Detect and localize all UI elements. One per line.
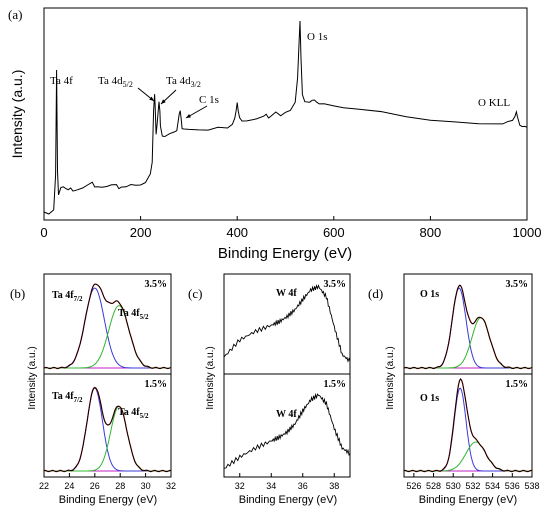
annotation-label-1: Ta 4d5/2 bbox=[98, 75, 133, 89]
x-tick-label-2: 530 bbox=[446, 481, 461, 491]
panel-b-top-peak1-label: Ta 4f7/2 bbox=[52, 290, 83, 303]
panel-d-bottom-label: 1.5% bbox=[506, 379, 529, 390]
panel-a-peak-annotations: Ta 4f Ta 4d5/2 Ta 4d3/2 C 1s O 1s O KLL bbox=[50, 31, 510, 119]
x-tick-label-1: 200 bbox=[130, 225, 152, 240]
component-2-0 bbox=[404, 317, 532, 369]
x-tick-label-4: 30 bbox=[141, 481, 151, 491]
x-tick-label-2: 26 bbox=[90, 481, 100, 491]
x-tick-label-3: 38 bbox=[329, 481, 339, 491]
annotation-arrowhead-1 bbox=[161, 99, 166, 104]
x-tick-label-3: 28 bbox=[115, 481, 125, 491]
x-tick-label-2: 400 bbox=[226, 225, 248, 240]
x-tick-label-6: 538 bbox=[524, 481, 539, 491]
panel-a-y-axis-label: Intensity (a.u.) bbox=[9, 70, 25, 159]
w4f-spectrum-1 bbox=[223, 392, 351, 469]
panel-c-bottom-label: 1.5% bbox=[324, 379, 347, 390]
measured-spectrum-1 bbox=[403, 378, 533, 473]
measured-spectrum-0 bbox=[403, 284, 533, 370]
panel-d-y-axis-label: Intensity (a.u.) bbox=[385, 346, 396, 409]
panel-c-top-label: 3.5% bbox=[324, 279, 347, 290]
panel-c: (c) 32 34 36 38 3.5% 1.5% W 4f W 4f Intensi… bbox=[188, 273, 351, 506]
annotation-label-5: O KLL bbox=[478, 97, 510, 109]
measured-spectrum-1 bbox=[43, 386, 172, 473]
panel-a: (a) 0 200 400 600 800 1000 Ta 4f Ta 4d5/2 Ta 4d… bbox=[8, 7, 541, 262]
panel-c-y-axis-label: Intensity (a.u.) bbox=[205, 346, 216, 409]
annotation-arrowhead-2 bbox=[186, 114, 191, 118]
panel-d-top-peak-label: O 1s bbox=[420, 289, 439, 300]
component-2-1 bbox=[44, 405, 171, 472]
panel-a-label: (a) bbox=[8, 7, 22, 22]
panel-c-x-axis-label: Binding Energy (eV) bbox=[239, 494, 337, 506]
panel-b-top-label: 3.5% bbox=[145, 279, 168, 290]
panel-c-label: (c) bbox=[188, 286, 202, 301]
panel-a-survey-spectrum bbox=[43, 20, 528, 215]
panel-b-bottom-peak2-label: Ta 4f5/2 bbox=[118, 407, 149, 420]
panel-b-x-axis-label: Binding Energy (eV) bbox=[59, 494, 157, 506]
x-tick-label-3: 532 bbox=[465, 481, 480, 491]
x-tick-label-5: 32 bbox=[166, 481, 176, 491]
component-1-0 bbox=[404, 287, 532, 369]
panel-b-bottom-peak1-label: Ta 4f7/2 bbox=[52, 391, 83, 404]
x-tick-label-0: 32 bbox=[235, 481, 245, 491]
x-tick-label-0: 526 bbox=[406, 481, 421, 491]
panel-c-spectra bbox=[223, 283, 351, 469]
w4f-spectrum-0 bbox=[223, 283, 351, 363]
component-2-1 bbox=[404, 441, 532, 472]
panel-b: (b) 22 24 26 28 30 32 3.5% 1.5% Ta 4f7/2 Ta 4… bbox=[10, 273, 176, 506]
annotation-label-2: Ta 4d3/2 bbox=[166, 75, 201, 89]
panel-d-top-label: 3.5% bbox=[506, 279, 529, 290]
panel-c-x-ticks: 32 34 36 38 bbox=[235, 473, 339, 491]
panel-c-top-peak-label: W 4f bbox=[276, 288, 297, 299]
panel-b-x-ticks: 22 24 26 28 30 32 bbox=[39, 473, 176, 491]
measured-spectrum-0 bbox=[43, 283, 172, 370]
x-tick-label-4: 800 bbox=[420, 225, 442, 240]
x-tick-label-0: 22 bbox=[39, 481, 49, 491]
x-tick-label-2: 36 bbox=[298, 481, 308, 491]
panel-b-label: (b) bbox=[10, 286, 25, 301]
panel-b-bottom-label: 1.5% bbox=[145, 379, 168, 390]
panel-d-spectra bbox=[403, 284, 533, 473]
x-tick-label-5: 1000 bbox=[513, 225, 542, 240]
panel-d: (d) 526 528 530 532 534 536 538 3.5% 1.5% O 1s… bbox=[368, 273, 540, 506]
panel-b-spectra bbox=[43, 283, 172, 473]
x-tick-label-5: 536 bbox=[505, 481, 520, 491]
annotation-label-0: Ta 4f bbox=[50, 75, 73, 87]
panel-a-x-axis-label: Binding Energy (eV) bbox=[218, 245, 352, 262]
panel-d-x-ticks: 526 528 530 532 534 536 538 bbox=[406, 473, 540, 491]
panel-d-frame bbox=[403, 273, 533, 478]
panel-c-frame bbox=[223, 273, 351, 478]
x-tick-label-4: 534 bbox=[485, 481, 500, 491]
panel-d-bottom-peak-label: O 1s bbox=[420, 393, 439, 404]
panel-a-x-ticks: 0 200 400 600 800 1000 bbox=[40, 216, 541, 240]
x-tick-label-1: 34 bbox=[266, 481, 276, 491]
panel-c-bottom-peak-label: W 4f bbox=[276, 409, 297, 420]
x-tick-label-0: 0 bbox=[40, 225, 47, 240]
panel-d-x-axis-label: Binding Energy (eV) bbox=[419, 494, 517, 506]
x-tick-label-1: 24 bbox=[64, 481, 74, 491]
panel-d-label: (d) bbox=[368, 286, 383, 301]
panel-b-y-axis-label: Intensity (a.u.) bbox=[27, 346, 38, 409]
x-tick-label-3: 600 bbox=[323, 225, 345, 240]
panel-b-top-peak2-label: Ta 4f5/2 bbox=[118, 308, 149, 321]
annotation-arrowhead-0 bbox=[149, 96, 154, 101]
panel-b-frame bbox=[43, 273, 172, 478]
annotation-label-3: C 1s bbox=[199, 94, 219, 106]
annotation-label-4: O 1s bbox=[307, 31, 327, 43]
panel-a-frame bbox=[43, 7, 528, 221]
x-tick-label-1: 528 bbox=[426, 481, 441, 491]
